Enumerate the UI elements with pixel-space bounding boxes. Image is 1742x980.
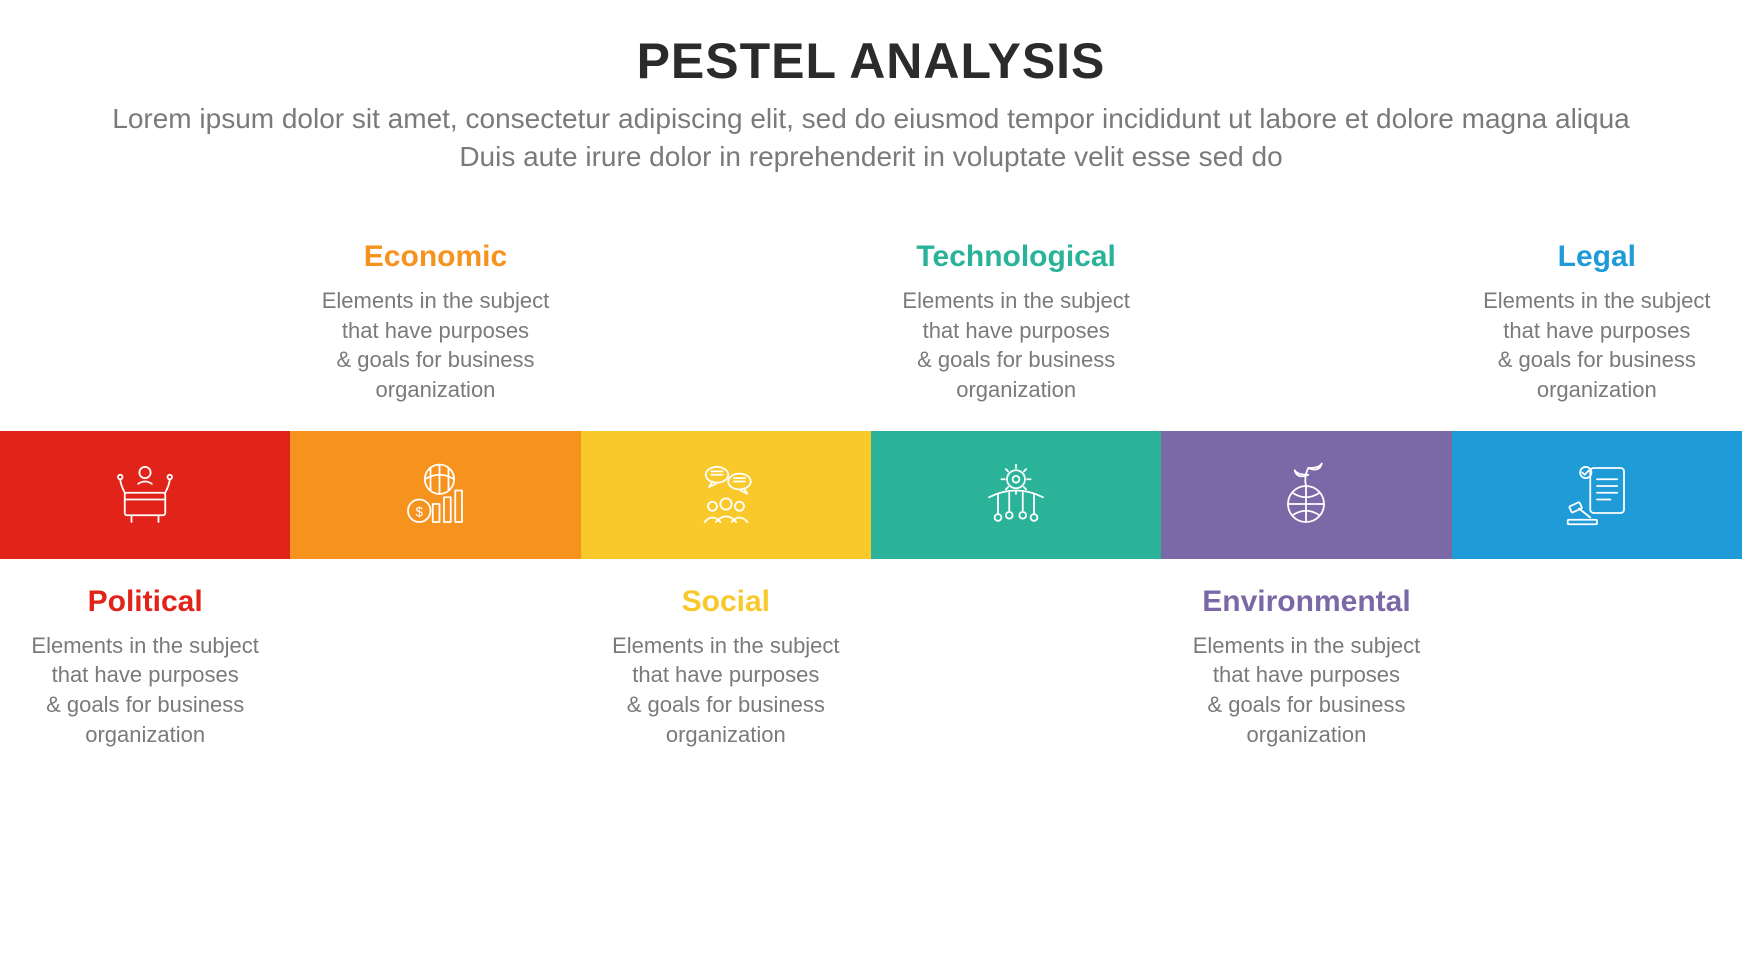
gear-network-icon [980, 459, 1052, 531]
label-desc-environmental: Elements in the subjectthat have purpose… [1191, 631, 1421, 750]
icon-cell-technological [871, 431, 1161, 559]
label-economic: Economic Elements in the subjectthat hav… [290, 240, 580, 405]
economy-icon: $ [399, 459, 471, 531]
label-environmental: Environmental Elements in the subjecttha… [1161, 585, 1451, 750]
label-social: Social Elements in the subjectthat have … [581, 585, 871, 750]
label-title-economic: Economic [320, 240, 550, 274]
label-desc-political: Elements in the subjectthat have purpose… [30, 631, 260, 750]
globe-leaf-icon [1270, 459, 1342, 531]
label-title-legal: Legal [1482, 240, 1712, 274]
label-desc-social: Elements in the subjectthat have purpose… [611, 631, 841, 750]
label-legal: Legal Elements in the subjectthat have p… [1452, 240, 1742, 405]
page-title: PESTEL ANALYSIS [0, 32, 1742, 90]
podium-icon [109, 459, 181, 531]
label-title-social: Social [611, 585, 841, 619]
icon-cell-environmental [1161, 431, 1451, 559]
header: PESTEL ANALYSIS Lorem ipsum dolor sit am… [0, 0, 1742, 176]
icon-cell-economic: $ [290, 431, 580, 559]
label-title-technological: Technological [901, 240, 1131, 274]
bottom-labels-row: Political Elements in the subjectthat ha… [0, 585, 1742, 750]
icon-cell-political [0, 431, 290, 559]
label-title-political: Political [30, 585, 260, 619]
label-desc-economic: Elements in the subjectthat have purpose… [320, 286, 550, 405]
page-subtitle: Lorem ipsum dolor sit amet, consectetur … [91, 100, 1651, 176]
icon-cell-legal [1452, 431, 1742, 559]
top-labels-row: ..... Economic Elements in the subjectth… [0, 240, 1742, 405]
pestel-diagram: ..... Economic Elements in the subjectth… [0, 240, 1742, 750]
label-desc-legal: Elements in the subjectthat have purpose… [1482, 286, 1712, 405]
icon-cell-social [581, 431, 871, 559]
icon-strip: $ [0, 431, 1742, 559]
label-desc-technological: Elements in the subjectthat have purpose… [901, 286, 1131, 405]
svg-text:$: $ [416, 504, 424, 519]
label-technological: Technological Elements in the subjecttha… [871, 240, 1161, 405]
gavel-doc-icon [1561, 459, 1633, 531]
label-title-environmental: Environmental [1191, 585, 1421, 619]
label-political: Political Elements in the subjectthat ha… [0, 585, 290, 750]
people-chat-icon [690, 459, 762, 531]
